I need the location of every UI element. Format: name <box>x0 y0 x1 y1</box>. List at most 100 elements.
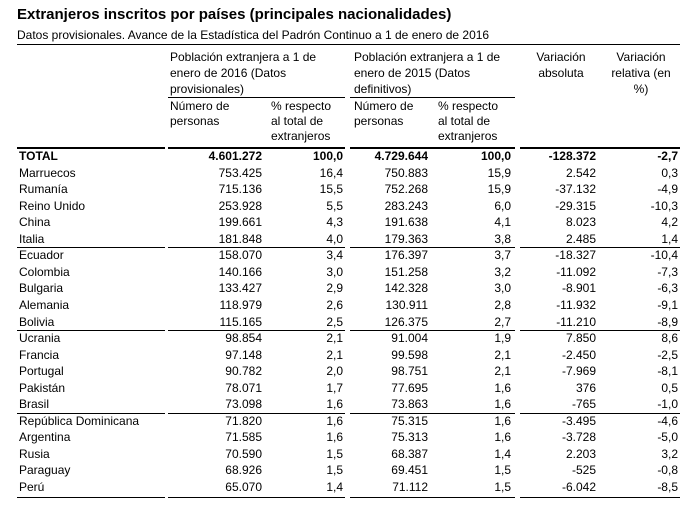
cell-label: Bulgaria <box>19 281 64 295</box>
rule <box>350 247 515 248</box>
cell-value: 3,0 <box>494 281 511 295</box>
cell-value: 752.268 <box>384 182 428 196</box>
cell-value: 1,4 <box>326 480 343 494</box>
cell-value: 1,9 <box>494 331 511 345</box>
cell-value: 151.258 <box>384 265 428 279</box>
rule <box>520 413 680 414</box>
cell-value: 75.315 <box>391 414 428 428</box>
cell-value: -9,1 <box>657 298 678 312</box>
rule <box>168 413 345 414</box>
rule <box>168 497 345 498</box>
cell-value: 68.926 <box>225 463 262 477</box>
cell-value: 1,6 <box>326 397 343 411</box>
cell-value: -7.969 <box>561 364 596 378</box>
cell-label: Pakistán <box>19 381 66 395</box>
cell-label: Brasil <box>19 397 50 411</box>
cell-label: Marruecos <box>19 166 76 180</box>
rule <box>520 147 680 149</box>
cell-value: 90.782 <box>225 364 262 378</box>
cell-label: Ecuador <box>19 248 64 262</box>
group-header: Población extranjera a 1 de enero de 201… <box>354 50 501 96</box>
cell-label: Argentina <box>19 430 71 444</box>
cell-value: -2,5 <box>657 348 678 362</box>
cell-value: 2,6 <box>326 298 343 312</box>
cell-value: 1,6 <box>494 414 511 428</box>
cell-value: -6,3 <box>657 281 678 295</box>
cell-value: 140.166 <box>218 265 262 279</box>
cell-value: 0,5 <box>661 381 678 395</box>
cell-value: -11.210 <box>556 315 596 329</box>
cell-value: 8,6 <box>661 331 678 345</box>
cell-value: 1,6 <box>494 397 511 411</box>
cell-value: 1,6 <box>326 414 343 428</box>
cell-value: -128.372 <box>548 149 596 163</box>
group-header: Población extranjera a 1 de enero de 201… <box>170 50 317 96</box>
cell-value: 15,9 <box>487 166 511 180</box>
cell-value: -3.495 <box>561 414 596 428</box>
cell-value: -8,5 <box>657 480 678 494</box>
cell-value: -5,0 <box>657 430 678 444</box>
cell-value: -10,3 <box>650 199 678 213</box>
cell-value: 2,8 <box>494 298 511 312</box>
cell-label: Bolivia <box>19 315 55 329</box>
cell-value: -4,6 <box>657 414 678 428</box>
cell-value: 1,6 <box>494 381 511 395</box>
rule <box>168 247 345 248</box>
cell-value: 1,5 <box>326 447 343 461</box>
cell-value: 5,5 <box>326 199 343 213</box>
rule <box>520 247 680 248</box>
sub-header: % respecto al total de extranjeros <box>271 99 332 143</box>
cell-label: Colombia <box>19 265 70 279</box>
cell-value: 2.485 <box>565 232 596 246</box>
rule <box>350 97 515 98</box>
cell-value: 73.863 <box>391 397 428 411</box>
cell-value: 0,3 <box>661 166 678 180</box>
subtitle: Datos provisionales. Avance de la Estadí… <box>17 28 490 42</box>
cell-value: -11.932 <box>556 298 596 312</box>
title: Extranjeros inscritos por países (princi… <box>17 6 452 23</box>
cell-value: 199.661 <box>218 215 262 229</box>
cell-value: 69.451 <box>391 463 428 477</box>
cell-value: -525 <box>571 463 596 477</box>
cell-value: 68.387 <box>391 447 428 461</box>
cell-value: 65.070 <box>225 480 262 494</box>
cell-value: 100,0 <box>480 149 511 163</box>
cell-value: -37.132 <box>555 182 596 196</box>
rule <box>168 97 345 98</box>
cell-value: 6,0 <box>494 199 511 213</box>
cell-value: -765 <box>571 397 596 411</box>
cell-value: 7.850 <box>565 331 596 345</box>
cell-value: 2,1 <box>326 331 343 345</box>
cell-label: Rumanía <box>19 182 68 196</box>
cell-value: 115.165 <box>219 315 263 329</box>
cell-label: Reino Unido <box>19 199 86 213</box>
cell-value: 2,1 <box>326 348 343 362</box>
cell-value: 98.751 <box>391 364 428 378</box>
group-header: Variación relativa (en %) <box>611 50 671 96</box>
rule <box>17 413 165 414</box>
group-header: Variación absoluta <box>536 50 586 80</box>
cell-value: 133.427 <box>218 281 262 295</box>
cell-value: 4,0 <box>326 232 343 246</box>
cell-value: 191.638 <box>384 215 428 229</box>
cell-value: 2,0 <box>326 364 343 378</box>
cell-value: 1,6 <box>326 430 343 444</box>
cell-value: 1,4 <box>494 447 511 461</box>
cell-value: 1,5 <box>494 480 511 494</box>
cell-value: 100,0 <box>312 149 343 163</box>
cell-value: 1,5 <box>494 463 511 477</box>
cell-value: 4.601.272 <box>208 149 262 163</box>
cell-value: 15,9 <box>487 182 511 196</box>
cell-value: -2,7 <box>657 149 678 163</box>
cell-value: 142.328 <box>384 281 428 295</box>
cell-value: 15,5 <box>319 182 343 196</box>
cell-value: 1,5 <box>326 463 343 477</box>
rule <box>350 497 515 498</box>
cell-value: 753.425 <box>218 166 262 180</box>
cell-value: -10,4 <box>650 248 678 262</box>
cell-label: Perú <box>19 480 45 494</box>
cell-value: 73.098 <box>225 397 262 411</box>
rule <box>17 330 165 331</box>
cell-label: República Dominicana <box>19 414 140 428</box>
cell-label: Portugal <box>19 364 64 378</box>
